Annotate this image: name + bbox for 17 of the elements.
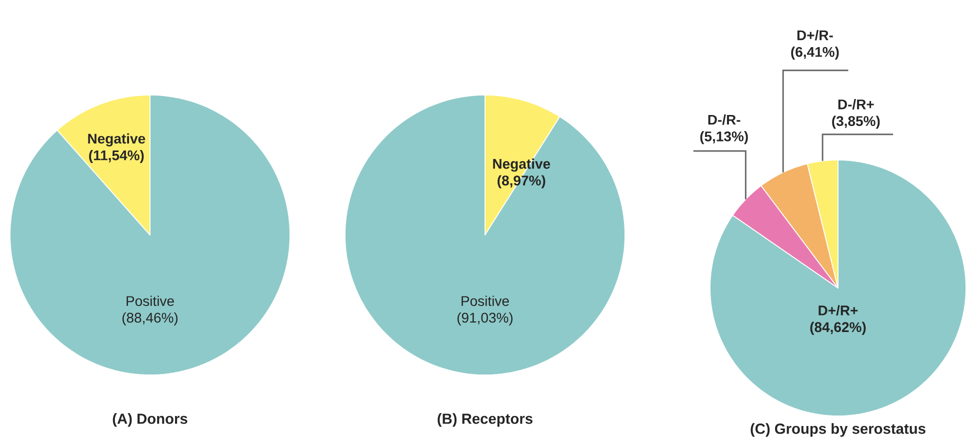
slice-label: Positive: [462, 296, 509, 306]
data-label: (6,41%): [791, 46, 839, 60]
slice-label: Negative: [88, 133, 146, 146]
text: (A) Donors: [112, 413, 188, 427]
data-label: (3,85%): [832, 116, 880, 129]
data-label: (84,62%): [810, 322, 866, 335]
text: (C) Groups by serostatus: [750, 423, 926, 437]
slice-label: D-/R-: [708, 114, 740, 125]
slice-label: D-/R+: [838, 99, 874, 110]
slice-label: D+/R-: [797, 30, 833, 40]
data-label: (91,03%): [457, 312, 513, 326]
data-label: (11,54%): [89, 150, 144, 164]
slice-label: D+/R+: [818, 305, 858, 316]
text: (B) Receptors: [438, 413, 532, 427]
data-label: (5,13%): [700, 131, 748, 144]
slice-label: Positive: [126, 296, 174, 306]
data-label: (88,46%): [122, 312, 178, 326]
